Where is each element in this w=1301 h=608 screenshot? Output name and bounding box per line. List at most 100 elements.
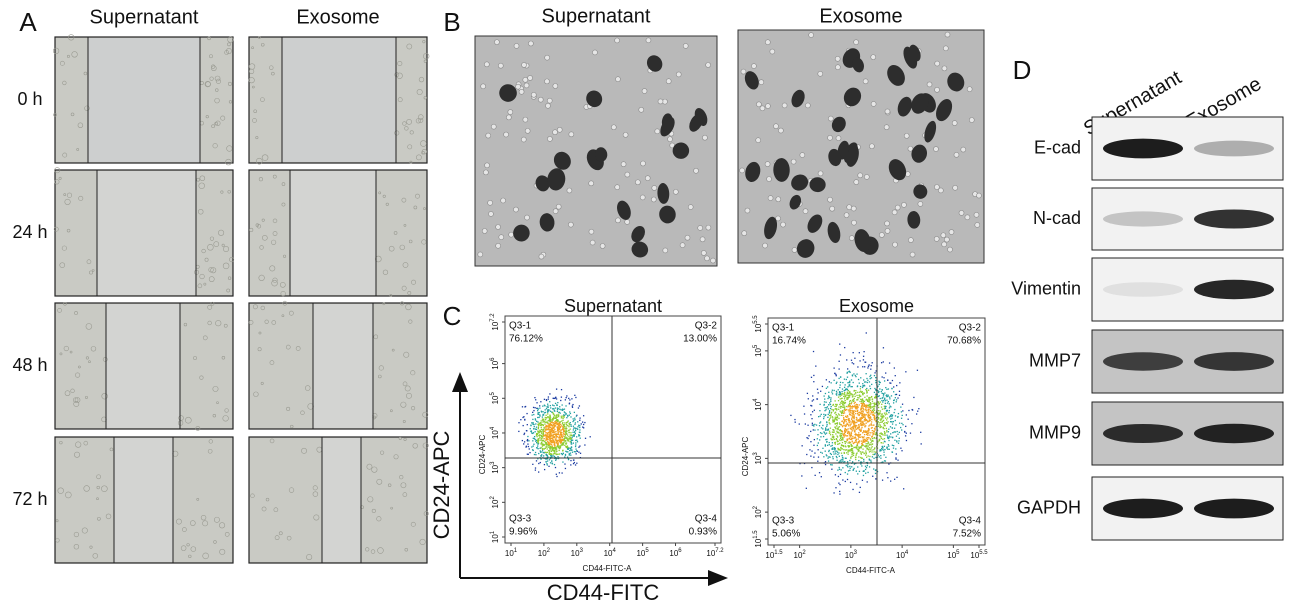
event <box>541 454 543 456</box>
event <box>860 461 862 463</box>
event <box>862 439 864 441</box>
migrated-cell <box>911 144 928 163</box>
pore <box>477 251 484 258</box>
event <box>534 451 537 454</box>
event <box>857 414 859 416</box>
event <box>872 402 874 404</box>
event <box>535 460 538 462</box>
cell <box>59 440 63 445</box>
event <box>871 456 874 458</box>
event <box>560 388 563 391</box>
event <box>852 442 855 445</box>
event <box>553 431 556 433</box>
cell <box>210 301 215 306</box>
event <box>874 412 876 414</box>
event <box>875 396 877 399</box>
event <box>549 431 552 434</box>
quadrant-name: Q3-1 <box>509 321 532 332</box>
event <box>540 422 542 424</box>
event <box>868 420 870 422</box>
event <box>867 432 869 435</box>
event <box>555 440 558 442</box>
event <box>832 417 834 419</box>
migrated-cell <box>913 184 928 199</box>
event <box>907 418 909 420</box>
migrated-cell <box>539 213 555 232</box>
cell <box>261 506 267 512</box>
event <box>874 397 877 399</box>
cell <box>77 122 84 129</box>
event <box>843 386 846 388</box>
event <box>536 402 538 404</box>
pore <box>775 196 782 203</box>
event <box>537 440 540 442</box>
event <box>887 394 889 396</box>
event <box>548 426 551 428</box>
event <box>535 439 538 442</box>
event <box>539 434 541 436</box>
event <box>849 371 851 373</box>
event <box>836 436 839 438</box>
event <box>869 455 871 458</box>
event <box>554 441 556 443</box>
event <box>845 378 847 381</box>
event <box>817 449 819 451</box>
event <box>813 374 815 377</box>
event <box>857 391 859 394</box>
event <box>839 493 841 495</box>
event <box>832 451 835 453</box>
event <box>547 443 550 445</box>
cell <box>52 47 60 55</box>
event <box>848 396 850 398</box>
event <box>846 391 849 393</box>
cell <box>405 303 412 311</box>
event <box>859 360 861 362</box>
event <box>852 454 855 457</box>
event <box>570 425 572 427</box>
pore <box>530 92 537 98</box>
event <box>851 437 853 439</box>
event <box>855 453 858 455</box>
event <box>857 366 859 368</box>
event <box>813 425 815 427</box>
event <box>851 426 854 428</box>
event <box>543 455 545 457</box>
event <box>844 407 846 409</box>
event <box>851 406 853 408</box>
event <box>555 446 557 449</box>
event <box>833 429 835 431</box>
event <box>858 427 860 429</box>
event <box>862 405 864 407</box>
event <box>831 391 833 393</box>
event <box>549 438 552 440</box>
cell <box>193 356 197 360</box>
cell <box>400 482 407 489</box>
event <box>877 421 879 423</box>
event <box>863 436 865 438</box>
cell <box>252 118 257 123</box>
event <box>887 431 890 433</box>
event <box>545 429 547 431</box>
event <box>565 423 567 425</box>
event <box>842 400 844 403</box>
event <box>870 427 873 429</box>
event <box>838 466 840 469</box>
event <box>851 455 853 458</box>
event <box>851 362 853 364</box>
migrated-cell <box>672 142 690 159</box>
event <box>550 423 553 426</box>
event <box>849 408 851 410</box>
event <box>879 419 882 421</box>
event <box>875 456 877 459</box>
event <box>849 391 851 393</box>
event <box>557 430 559 433</box>
event <box>806 453 808 456</box>
event <box>896 441 898 443</box>
pore <box>506 114 512 121</box>
panel-label: A <box>19 7 37 37</box>
event <box>573 431 576 433</box>
event <box>881 392 883 394</box>
event <box>861 386 864 389</box>
migrated-cell <box>887 65 905 86</box>
event <box>567 415 569 417</box>
